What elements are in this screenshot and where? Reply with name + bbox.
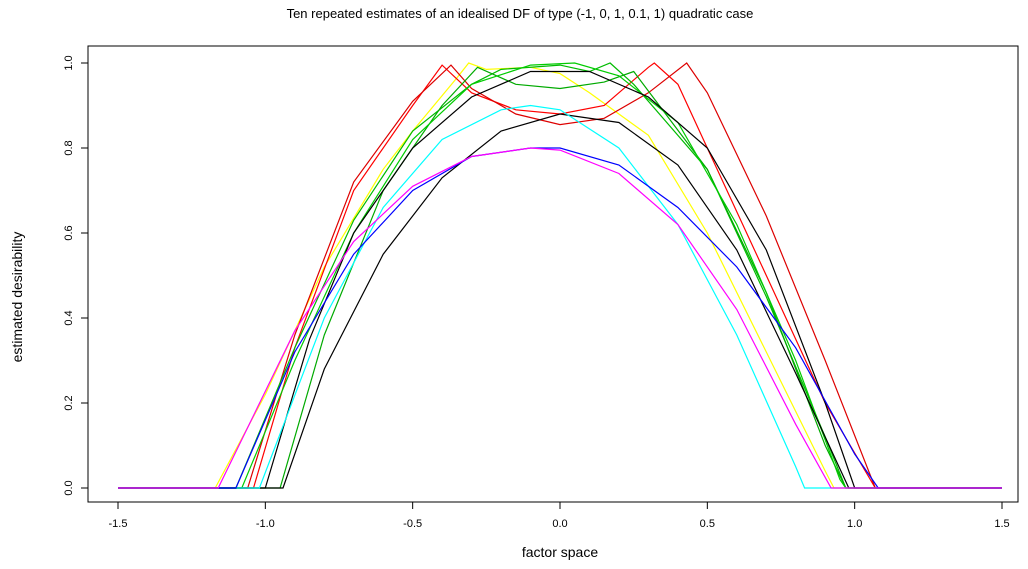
y-axis-label: estimated desirability — [9, 232, 25, 363]
y-tick-label: 0.8 — [63, 140, 75, 155]
x-tick-label: 1.0 — [847, 518, 862, 530]
y-tick-label: 0.0 — [63, 480, 75, 495]
x-tick-label: -0.5 — [403, 518, 422, 530]
series-line-7 — [118, 70, 1002, 489]
series-line-5 — [118, 66, 1002, 489]
plot-area-frame — [87, 45, 1019, 503]
y-tick-label: 0.6 — [63, 225, 75, 240]
series-line-11 — [118, 147, 1002, 489]
series-line-4 — [118, 62, 1002, 489]
series-line-3 — [118, 62, 1002, 489]
series-line-2 — [118, 62, 1002, 489]
x-tick-label: 0.5 — [700, 518, 715, 530]
y-axis: 0.0 0.2 0.4 0.6 0.8 1.0 — [63, 55, 89, 496]
series-line-6 — [118, 62, 1002, 489]
y-tick-label: 0.2 — [63, 395, 75, 410]
x-tick-label: 1.5 — [994, 518, 1009, 530]
series-line-9 — [118, 104, 1002, 489]
x-axis-label: factor space — [522, 544, 598, 560]
series-layer — [118, 62, 1002, 489]
series-line-1 — [118, 62, 1002, 489]
series-line-8 — [118, 113, 1002, 489]
x-tick-label: -1.5 — [109, 518, 128, 530]
y-tick-label: 1.0 — [63, 55, 75, 70]
chart-title: Ten repeated estimates of an idealised D… — [287, 6, 754, 21]
x-tick-label: 0.0 — [552, 518, 567, 530]
y-tick-label: 0.4 — [63, 310, 75, 325]
series-line-10 — [118, 147, 1002, 489]
x-tick-label: -1.0 — [256, 518, 275, 530]
x-axis: -1.5 -1.0 -0.5 0.0 0.5 1.0 1.5 — [109, 501, 1010, 530]
